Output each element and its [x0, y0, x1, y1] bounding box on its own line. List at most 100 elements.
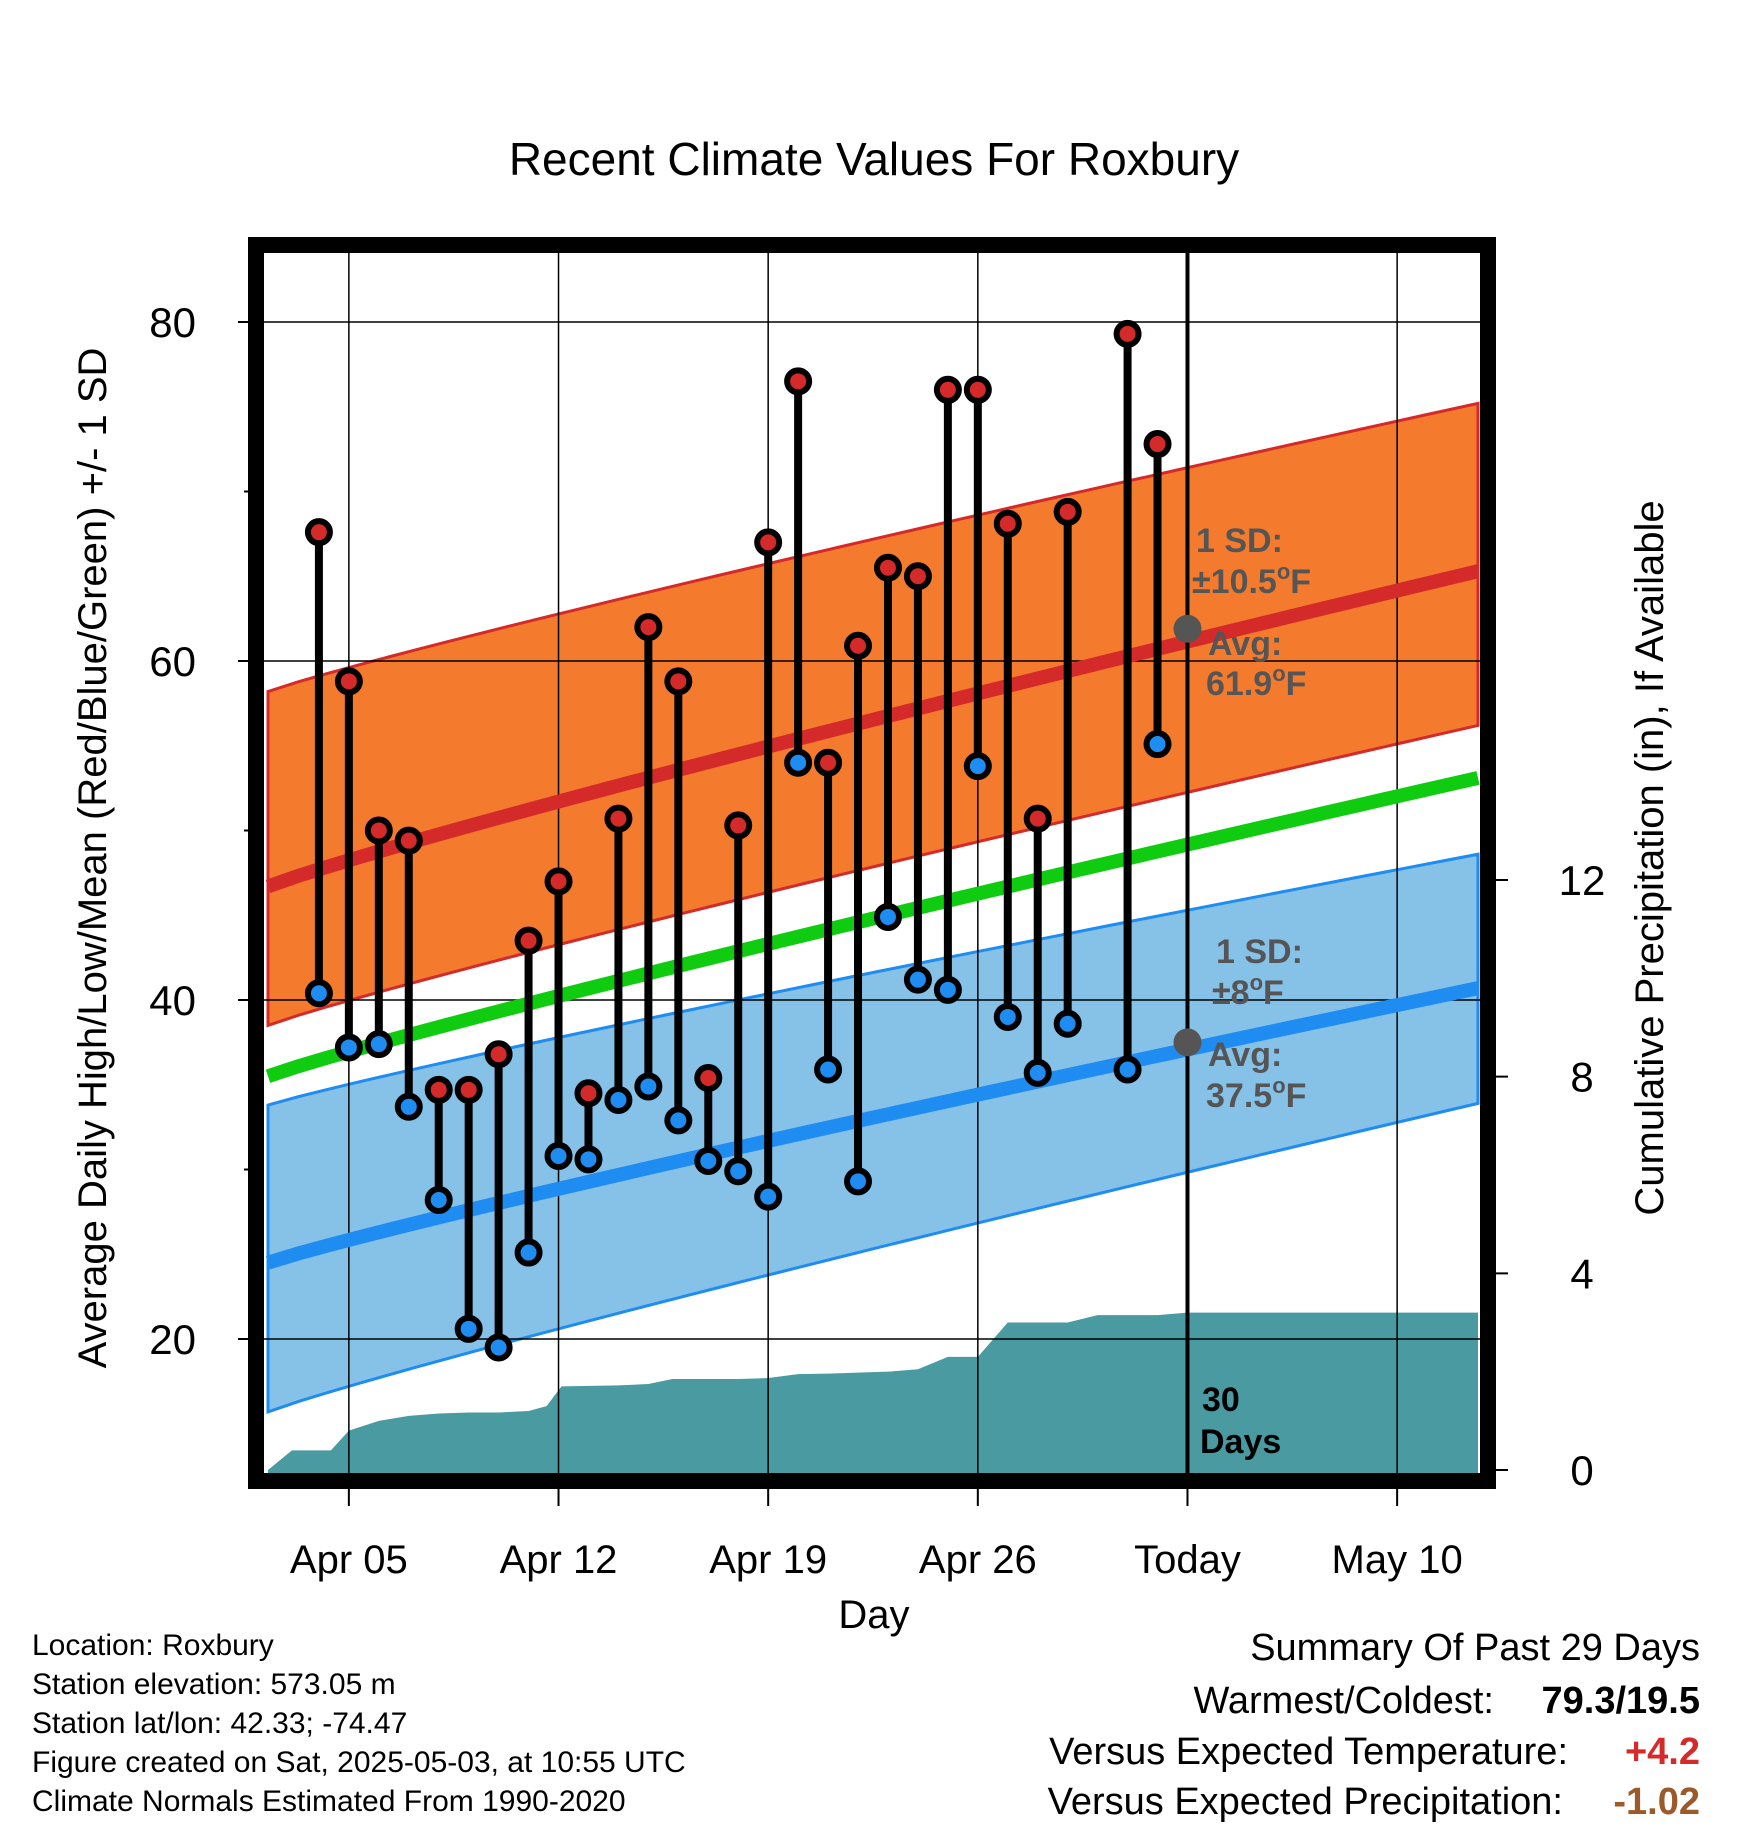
precip-vs-expected-value: -1.02 [1613, 1781, 1700, 1823]
y-tick-label: 20 [149, 1316, 196, 1363]
y-tick-label: 80 [149, 299, 196, 346]
low-avg-value: 37.5oF [1206, 1073, 1306, 1115]
daily-high-point [544, 867, 573, 896]
daily-low-point [724, 1157, 753, 1186]
daily-high-point [574, 1079, 603, 1108]
plot-frame [248, 237, 1496, 1489]
daily-high-point [484, 1040, 513, 1069]
daily-high-point [1023, 804, 1052, 833]
daily-low-point [844, 1167, 873, 1196]
daily-low-point [364, 1030, 393, 1059]
y2-tick-label: 12 [1559, 857, 1606, 904]
daily-low-point [1143, 730, 1172, 759]
daily-high-point [844, 631, 873, 660]
x-tick-label: Apr 26 [919, 1538, 1037, 1582]
daily-low-point [574, 1145, 603, 1174]
y-tick-label: 60 [149, 638, 196, 685]
latlon-text: Station lat/lon: 42.33; -74.47 [32, 1707, 407, 1740]
daily-low-point [873, 902, 902, 931]
daily-low-point [963, 752, 992, 781]
daily-high-point [454, 1075, 483, 1104]
temp-vs-expected-label: Versus Expected Temperature: [1049, 1731, 1568, 1773]
daily-high-point [993, 509, 1022, 538]
daily-high-point [903, 562, 932, 591]
x-tick-label: Today [1134, 1538, 1241, 1582]
y2-tick-label: 8 [1570, 1054, 1593, 1101]
daily-high-point [754, 528, 783, 557]
daily-high-point [634, 613, 663, 642]
days-count: 30 [1202, 1381, 1240, 1419]
warmest-coldest-label: Warmest/Coldest: [1193, 1680, 1494, 1722]
daily-high-point [933, 375, 962, 404]
daily-low-point [484, 1333, 513, 1362]
created-text: Figure created on Sat, 2025-05-03, at 10… [32, 1746, 686, 1779]
daily-high-point [664, 667, 693, 696]
daily-high-point [514, 926, 543, 955]
temp-vs-expected-value: +4.2 [1625, 1731, 1700, 1773]
daily-high-point [394, 826, 423, 855]
days-word: Days [1200, 1423, 1281, 1461]
daily-low-point [514, 1238, 543, 1267]
low-sd-label: 1 SD: [1216, 933, 1303, 971]
high-avg-label: Avg: [1208, 625, 1282, 663]
precipitation-area [268, 1312, 1478, 1478]
low-avg-label: Avg: [1208, 1036, 1282, 1074]
daily-low-point [544, 1141, 573, 1170]
y-tick-label: 40 [149, 977, 196, 1024]
daily-low-point [993, 1002, 1022, 1031]
high-avg-value: 61.9oF [1206, 661, 1306, 703]
x-axis-label: Day [838, 1593, 909, 1637]
daily-high-point [873, 553, 902, 582]
x-tick-label: Apr 05 [290, 1538, 408, 1582]
mean-normal-line [265, 771, 1480, 1083]
daily-low-point [933, 975, 962, 1004]
daily-low-point [304, 979, 333, 1008]
daily-high-point [304, 518, 333, 547]
daily-high-point [814, 748, 843, 777]
daily-low-point [604, 1086, 633, 1115]
daily-low-point [664, 1106, 693, 1135]
daily-low-point [454, 1314, 483, 1343]
high-sd-value: ±10.5oF [1192, 559, 1311, 601]
daily-high-point [1053, 497, 1082, 526]
daily-low-point [754, 1182, 783, 1211]
x-tick-label: Apr 12 [500, 1538, 618, 1582]
low-avg-today-marker [1173, 1028, 1202, 1057]
daily-high-point [694, 1063, 723, 1092]
daily-high-point [334, 667, 363, 696]
high-normal-line [265, 564, 1480, 894]
precip-vs-expected-label: Versus Expected Precipitation: [1048, 1781, 1563, 1823]
daily-low-point [634, 1072, 663, 1101]
daily-low-point [394, 1092, 423, 1121]
daily-low-point [814, 1055, 843, 1084]
daily-high-point [1113, 319, 1142, 348]
summary-panel: Summary Of Past 29 Days Warmest/Coldest:… [1048, 1627, 1700, 1823]
warmest-coldest-value: 79.3/19.5 [1542, 1680, 1700, 1722]
y2-tick-label: 4 [1570, 1250, 1593, 1297]
daily-high-point [784, 367, 813, 396]
chart-title: Recent Climate Values For Roxbury [509, 133, 1239, 185]
y-axis-label: Average Daily High/Low/Mean (Red/Blue/Gr… [71, 348, 115, 1369]
x-tick-label: Apr 19 [709, 1538, 827, 1582]
daily-low-point [784, 748, 813, 777]
daily-low-point [334, 1033, 363, 1062]
high-sd-label: 1 SD: [1196, 522, 1283, 560]
y2-axis-label: Cumulative Precipitation (in), If Availa… [1628, 500, 1672, 1215]
summary-title: Summary Of Past 29 Days [1250, 1627, 1700, 1669]
low-sd-value: ±8oF [1212, 970, 1284, 1012]
y2-tick-label: 0 [1570, 1447, 1593, 1494]
x-tick-label: May 10 [1332, 1538, 1463, 1582]
daily-low-point [1023, 1058, 1052, 1087]
daily-low-point [1053, 1009, 1082, 1038]
location-text: Location: Roxbury [32, 1629, 274, 1662]
daily-high-point [963, 375, 992, 404]
daily-high-point [604, 804, 633, 833]
daily-high-point [424, 1075, 453, 1104]
daily-high-point [1143, 430, 1172, 459]
normals-text: Climate Normals Estimated From 1990-2020 [32, 1785, 626, 1818]
station-info: Location: Roxbury Station elevation: 573… [32, 1629, 686, 1818]
daily-low-point [424, 1186, 453, 1215]
